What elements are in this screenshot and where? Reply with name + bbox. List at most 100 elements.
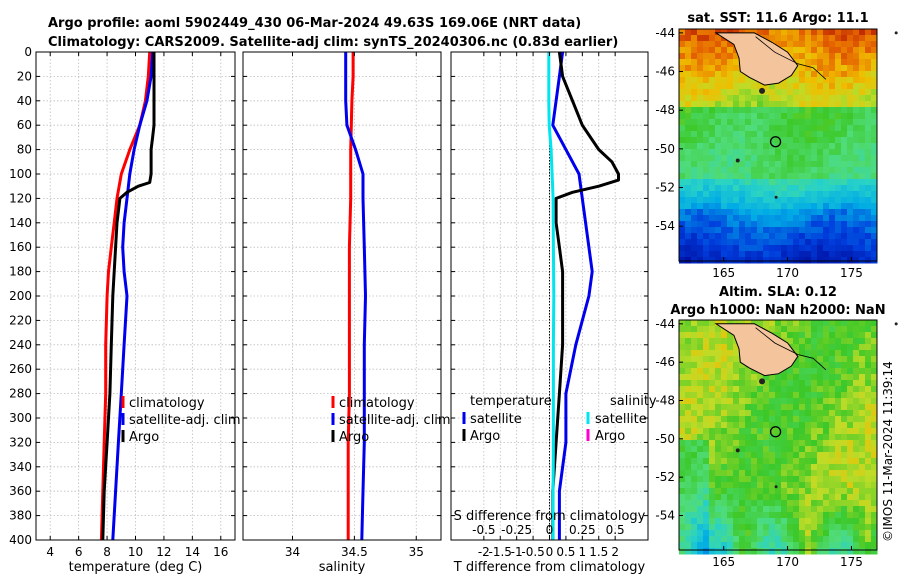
map-cell	[775, 29, 782, 36]
map-cell	[739, 440, 746, 447]
map-cell	[871, 428, 878, 435]
map-cell	[865, 458, 872, 465]
map-cell	[811, 464, 818, 471]
map-cell	[817, 470, 824, 477]
map-cell	[823, 488, 830, 495]
map-cell	[703, 215, 710, 222]
map-cell	[775, 119, 782, 126]
map-cell	[787, 203, 794, 210]
map-cell	[865, 83, 872, 90]
map-cell	[817, 548, 824, 555]
map-cell	[805, 332, 812, 339]
top-tick-label: 0.5	[606, 523, 625, 537]
map-cell	[721, 362, 728, 369]
map-cell	[763, 320, 770, 327]
map-cell	[679, 203, 686, 210]
map-cell	[721, 422, 728, 429]
map-cell	[841, 83, 848, 90]
map-cell	[865, 203, 872, 210]
map-cell	[691, 488, 698, 495]
map-cell	[799, 458, 806, 465]
map-cell	[871, 161, 878, 168]
map-cell	[799, 227, 806, 234]
map-cell	[871, 374, 878, 381]
map-cell	[685, 119, 692, 126]
map-cell	[865, 65, 872, 72]
y-tick-label: -44	[655, 26, 675, 40]
map-cell	[781, 95, 788, 102]
map-cell	[751, 428, 758, 435]
map-cell	[715, 227, 722, 234]
map-cell	[847, 482, 854, 489]
map-cell	[745, 29, 752, 36]
map-cell	[853, 356, 860, 363]
map-cell	[871, 41, 878, 48]
map-cell	[793, 536, 800, 543]
y-tick-label: -50	[655, 142, 675, 156]
map-cell	[697, 458, 704, 465]
map-cell	[739, 227, 746, 234]
map-cell	[703, 227, 710, 234]
map-cell	[679, 149, 686, 156]
map-cell	[805, 344, 812, 351]
map-cell	[787, 227, 794, 234]
map-cell	[775, 434, 782, 441]
map-cell	[781, 149, 788, 156]
map-cell	[871, 452, 878, 459]
map-cell	[763, 95, 770, 102]
map-cell	[697, 215, 704, 222]
legend-title-salinity: salinity	[610, 394, 657, 409]
map-cell	[835, 233, 842, 240]
map-cell	[727, 53, 734, 60]
map-cell	[811, 524, 818, 531]
map-cell	[769, 500, 776, 507]
y-tick-label: 40	[17, 94, 32, 108]
map-cell	[805, 227, 812, 234]
map-cell	[811, 512, 818, 519]
map-cell	[679, 83, 686, 90]
map-cell	[805, 101, 812, 108]
map-cell	[679, 530, 686, 537]
map-cell	[685, 470, 692, 477]
map-cell	[745, 185, 752, 192]
map-cell	[745, 536, 752, 543]
map-cell	[817, 209, 824, 216]
map-cell	[715, 89, 722, 96]
map-cell	[865, 173, 872, 180]
map-cell	[853, 434, 860, 441]
map-cell	[739, 143, 746, 150]
map-cell	[733, 233, 740, 240]
map-cell	[859, 173, 866, 180]
map-cell	[763, 101, 770, 108]
map-cell	[853, 173, 860, 180]
map-cell	[757, 476, 764, 483]
map-cell	[715, 344, 722, 351]
map-cell	[829, 542, 836, 549]
x-tick-label: -0.5	[521, 545, 544, 559]
map-cell	[853, 191, 860, 198]
map-cell	[847, 71, 854, 78]
y-tick-label: 100	[9, 167, 32, 181]
map-cell	[721, 101, 728, 108]
map-cell	[733, 512, 740, 519]
map-cell	[739, 257, 746, 264]
map-cell	[835, 221, 842, 228]
map-cell	[871, 488, 878, 495]
map-cell	[721, 320, 728, 327]
map-cell	[829, 482, 836, 489]
map-cell	[757, 245, 764, 252]
map-cell	[853, 488, 860, 495]
map-cell	[829, 434, 836, 441]
map-cell	[709, 233, 716, 240]
map-cell	[811, 392, 818, 399]
map-cell	[871, 362, 878, 369]
map-cell	[697, 239, 704, 246]
map-cell	[817, 155, 824, 162]
map-cell	[739, 422, 746, 429]
map-cell	[757, 392, 764, 399]
top-tick-label: -0.5	[472, 523, 495, 537]
map-cell	[853, 494, 860, 501]
map-cell	[853, 446, 860, 453]
map-cell	[871, 500, 878, 507]
map-cell	[865, 239, 872, 246]
